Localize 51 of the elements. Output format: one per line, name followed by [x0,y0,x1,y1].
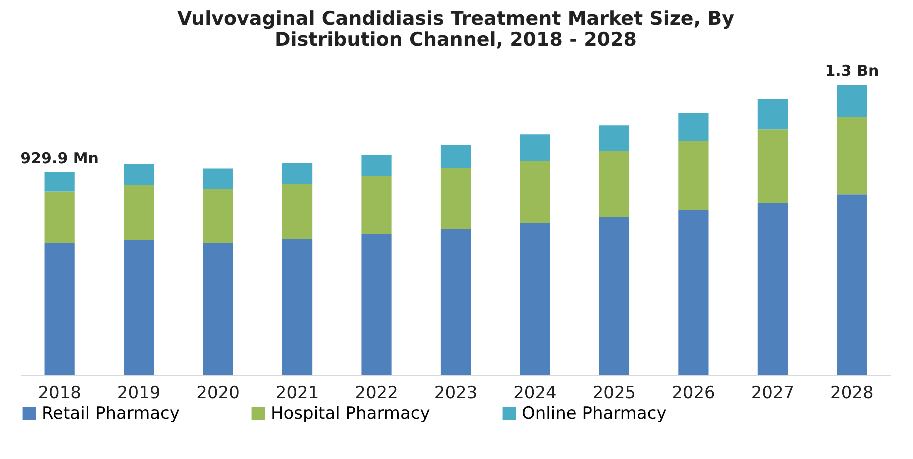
bar [362,234,392,375]
legend-label: Hospital Pharmacy [271,404,430,424]
bar [599,216,630,375]
bar [282,163,313,184]
bar [203,168,234,190]
bar [362,176,392,234]
bar [758,99,788,130]
legend-label: Online Pharmacy [522,404,667,424]
bar [203,243,234,375]
x-tick-label: 2025 [592,384,636,404]
x-tick-label: 2023 [434,384,478,404]
bar [282,238,313,375]
bar [44,243,75,375]
bar [44,172,75,192]
bar [124,185,154,240]
bar [599,151,630,217]
bar [520,223,550,375]
bar [124,164,154,186]
x-tick-label: 2020 [196,384,240,404]
bar [758,130,788,204]
legend-label: Retail Pharmacy [42,404,180,424]
x-tick-label: 2024 [514,384,557,404]
text: Distribution Channel, 2018 - 2028 [275,29,637,51]
bar [837,117,868,195]
x-tick-label: 2022 [355,384,398,404]
x-tick-label: 2019 [117,384,161,404]
bar [678,210,709,375]
bar [124,240,154,375]
bar [440,168,472,230]
text: Vulvovaginal Candidiasis Treatment Market Size, By [178,8,734,30]
x-tick-label: 2026 [672,384,716,404]
bar [44,192,75,244]
bar [599,126,630,152]
x-tick-label: 2028 [830,384,874,404]
bar [758,203,788,375]
x-tick-label: 2021 [276,384,320,404]
bar [678,113,709,142]
bar [440,229,472,375]
annotation: 929.9 Mn [20,149,99,168]
x-tick-label: 2027 [751,384,795,404]
bar [282,184,313,239]
bar [520,134,550,162]
bar [203,189,234,244]
bar [837,85,868,118]
annotation: 1.3 Bn [825,62,880,80]
bar [440,145,472,168]
bar [362,155,392,176]
bar [837,194,868,375]
bar [678,141,709,210]
x-tick-label: 2018 [38,384,82,404]
bar [520,161,550,224]
